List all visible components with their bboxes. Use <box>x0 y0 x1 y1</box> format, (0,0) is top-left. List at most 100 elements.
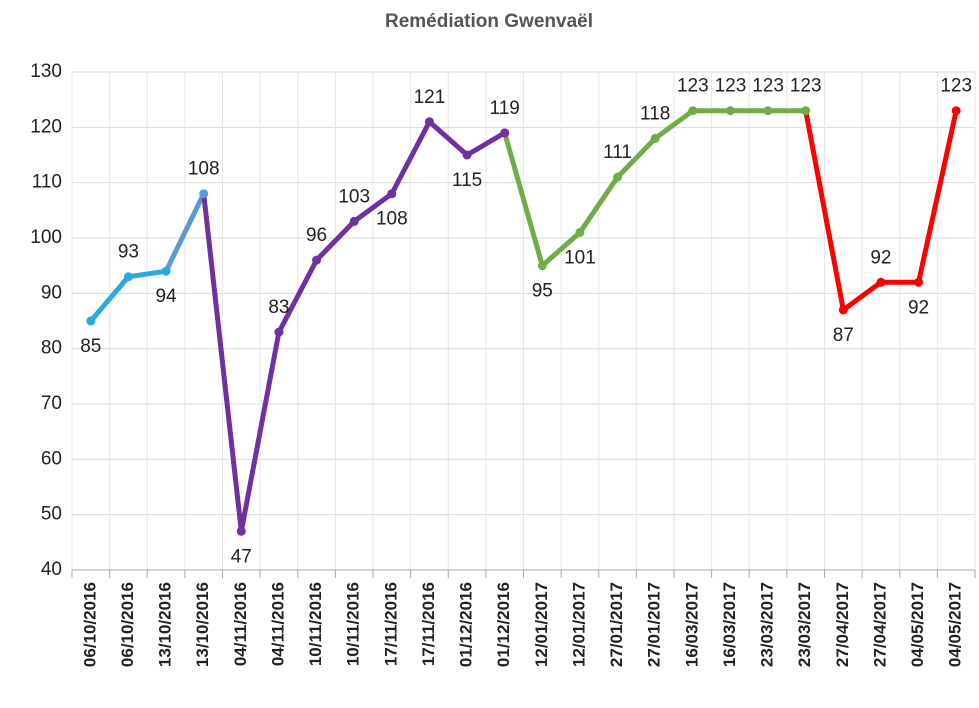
point <box>274 327 284 337</box>
point <box>462 150 472 160</box>
y-tick-label: 40 <box>41 559 62 580</box>
line-segment <box>803 108 846 313</box>
data-label: 92 <box>870 247 891 268</box>
data-label: 83 <box>268 297 289 318</box>
x-tick-label: 23/03/2017 <box>758 582 777 667</box>
point <box>312 255 322 265</box>
x-tick-label: 23/03/2017 <box>795 582 814 667</box>
point <box>801 106 811 116</box>
x-tick-label: 27/01/2017 <box>607 582 626 667</box>
x-tick-label: 13/10/2016 <box>156 582 175 667</box>
data-label: 85 <box>80 336 101 357</box>
point <box>838 305 848 315</box>
point <box>914 277 924 287</box>
line-segment <box>238 329 282 534</box>
data-label: 108 <box>188 159 220 180</box>
point <box>613 172 623 182</box>
line-segment <box>276 257 320 335</box>
line-segment <box>539 229 583 269</box>
point <box>688 106 698 116</box>
point <box>424 117 434 127</box>
data-label: 123 <box>940 76 972 97</box>
point <box>575 227 585 237</box>
data-label: 123 <box>677 76 709 97</box>
y-tick-label: 60 <box>41 448 62 469</box>
data-label: 103 <box>338 186 370 207</box>
point <box>161 266 171 276</box>
x-tick-label: 04/11/2016 <box>268 582 287 666</box>
point <box>387 189 397 199</box>
point <box>500 128 510 138</box>
x-tick-label: 04/11/2016 <box>231 582 250 666</box>
x-tick-label: 17/11/2016 <box>419 582 438 666</box>
x-tick-label: 10/11/2016 <box>344 582 363 666</box>
x-tick-label: 27/04/2017 <box>870 582 889 667</box>
point <box>650 133 660 143</box>
line-segment <box>916 108 959 285</box>
point <box>876 277 886 287</box>
data-label: 95 <box>532 281 553 302</box>
x-tick-label: 04/05/2017 <box>946 582 965 667</box>
x-tick-label: 16/03/2017 <box>720 582 739 667</box>
y-tick-label: 110 <box>32 172 62 193</box>
line-segment <box>652 108 696 141</box>
point <box>537 261 547 271</box>
data-label: 123 <box>715 76 747 97</box>
x-tick-label: 13/10/2016 <box>193 582 212 667</box>
line-segment <box>88 274 131 324</box>
line-segment <box>201 191 244 534</box>
data-label: 115 <box>452 170 482 191</box>
x-tick-label: 17/11/2016 <box>381 582 400 666</box>
y-tick-label: 120 <box>30 116 62 137</box>
x-tick-label: 16/03/2017 <box>682 582 701 667</box>
y-tick-label: 50 <box>41 504 62 525</box>
data-label: 111 <box>603 142 632 163</box>
y-tick-label: 130 <box>30 61 62 82</box>
chart-title: Remédiation Gwenvaël <box>385 11 593 32</box>
point <box>951 106 961 116</box>
x-tick-label: 06/10/2016 <box>80 582 99 667</box>
data-label: 92 <box>908 297 929 318</box>
x-tick-label: 01/12/2016 <box>494 582 513 667</box>
point <box>236 526 246 536</box>
data-label: 94 <box>155 286 177 307</box>
line-segment <box>502 130 545 269</box>
x-tick-label: 06/10/2016 <box>118 582 137 667</box>
point <box>725 106 735 116</box>
x-tick-label: 10/11/2016 <box>306 582 325 666</box>
line-segment <box>577 174 621 235</box>
y-tick-label: 100 <box>30 227 62 248</box>
line-segment <box>163 191 207 274</box>
data-label: 101 <box>564 247 596 268</box>
data-label: 108 <box>376 209 408 230</box>
line-segment <box>314 218 357 263</box>
line-segment <box>464 130 508 158</box>
data-label: 96 <box>306 225 327 246</box>
line-segment <box>615 135 658 180</box>
x-tick-label: 27/04/2017 <box>833 582 852 667</box>
data-label: 121 <box>414 87 446 108</box>
data-label: 47 <box>231 546 252 567</box>
x-tick-label: 12/01/2017 <box>532 582 551 667</box>
line-segment <box>840 279 884 313</box>
data-label: 123 <box>790 76 822 97</box>
line-segment <box>351 191 395 224</box>
data-label: 123 <box>752 76 784 97</box>
data-label: 87 <box>833 325 854 346</box>
line-segment <box>389 119 432 197</box>
point <box>123 272 133 282</box>
x-tick-label: 04/05/2017 <box>908 582 927 667</box>
line-segment <box>125 268 169 280</box>
y-tick-label: 90 <box>41 282 62 303</box>
x-tick-label: 12/01/2017 <box>569 582 588 667</box>
point <box>199 189 209 199</box>
point <box>86 316 96 326</box>
data-label: 118 <box>640 103 670 124</box>
data-label: 119 <box>490 98 520 119</box>
x-tick-label: 27/01/2017 <box>645 582 664 667</box>
point <box>763 106 773 116</box>
line-segment <box>426 119 470 158</box>
y-tick-label: 70 <box>41 393 62 414</box>
data-label: 93 <box>118 242 139 263</box>
